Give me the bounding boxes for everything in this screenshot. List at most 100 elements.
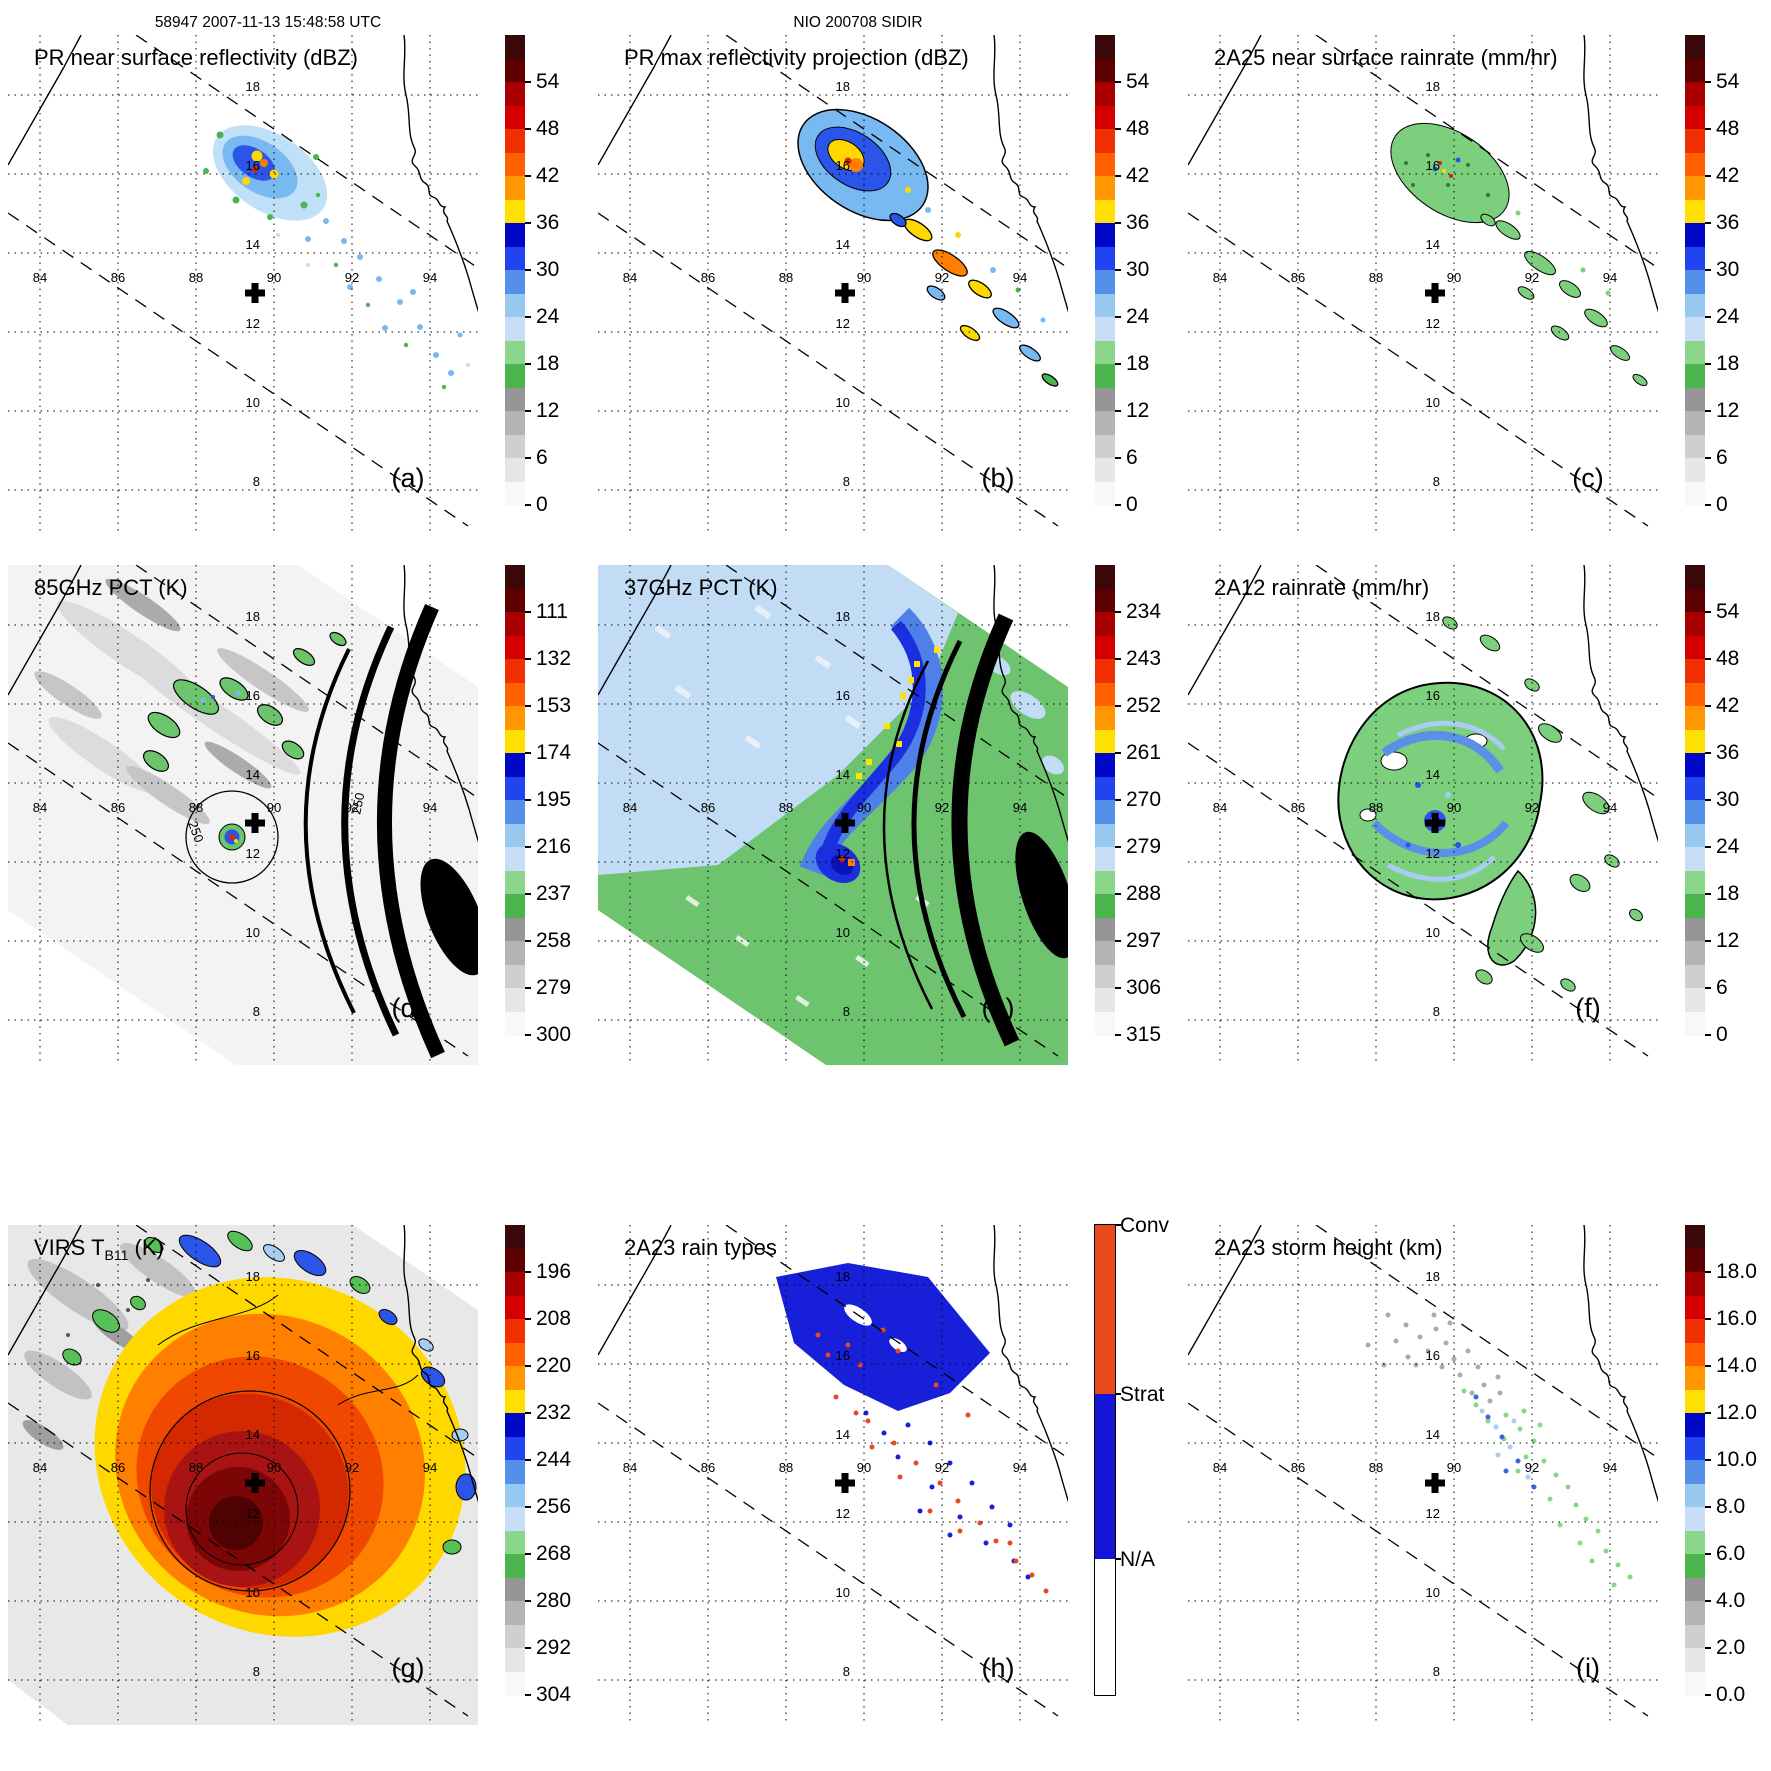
lat-tick-label: 14 [836, 767, 850, 782]
colorbar-tick-label: 270 [1126, 788, 1162, 811]
storm-center-marker [245, 283, 265, 303]
lon-tick-label: 92 [935, 1460, 949, 1475]
colorbar-tick-label: 42 [1716, 164, 1740, 187]
panel-h: 84 86 88 90 92 94 18 16 14 12 10 8 2A23 rain types (h… [598, 1214, 1178, 1730]
lon-tick-label: 88 [779, 1460, 793, 1475]
colorbar-segment [1095, 706, 1115, 731]
coastline-delta [403, 1225, 478, 1503]
lat-tick-label: 12 [1426, 846, 1440, 861]
colorbar-segment [505, 199, 525, 224]
colorbar-tick-label: 232 [536, 1401, 572, 1424]
colorbar-segment [1685, 82, 1705, 107]
colorbar-segment [505, 635, 525, 660]
lat-tick-label: 10 [246, 1585, 260, 1600]
colorbar-tick-label: 300 [536, 1023, 572, 1046]
colorbar-tick [525, 1459, 531, 1461]
colorbar-segment [505, 1460, 525, 1485]
panel-title: 2A23 storm height (km) [1214, 1235, 1443, 1260]
colorbar-tick [525, 316, 531, 318]
map-overlay: 84 86 88 90 92 94 18 16 14 12 10 8 [1188, 1225, 1658, 1725]
lat-tick-label: 18 [836, 79, 850, 94]
colorbar-segment [1685, 1295, 1705, 1320]
overpass-header: 58947 2007-11-13 15:48:58 UTC [154, 14, 382, 31]
colorbar-segment [505, 1225, 525, 1250]
colorbar-tick [525, 705, 531, 707]
colorbar-tick-label: 0 [1716, 493, 1728, 516]
colorbar-tick [1705, 1034, 1711, 1036]
coastline-delta [403, 35, 478, 313]
swath-edge-line [725, 1225, 1068, 1459]
colorbar-segment [1685, 1272, 1705, 1297]
colorbar-tick-label: 42 [1716, 694, 1740, 717]
colorbar-tick-label: 6 [536, 446, 548, 469]
lat-tick-label: 14 [836, 237, 850, 252]
lon-tick-label: 92 [935, 800, 949, 815]
colorbar-e: 234 243 252 261 270 279 288 297 306 315 [1095, 565, 1161, 1046]
colorbar-tick [1115, 128, 1121, 130]
colorbar-segment [505, 434, 525, 459]
colorbar-tick [1705, 658, 1711, 660]
colorbar-segment [505, 270, 525, 295]
colorbar-segment [505, 458, 525, 483]
lon-tick-label: 94 [1603, 270, 1617, 285]
colorbar-segment [505, 565, 525, 590]
coastline [598, 1225, 672, 1356]
colorbar-segment [1685, 1342, 1705, 1367]
storm-center-marker [1425, 283, 1445, 303]
colorbar-tick [1705, 987, 1711, 989]
colorbar-tick [1115, 269, 1121, 271]
colorbar-segment [1685, 917, 1705, 942]
lon-tick-label: 92 [345, 270, 359, 285]
colorbar-segment [505, 1342, 525, 1367]
colorbar-segment [505, 176, 525, 201]
lon-tick-label: 88 [189, 1460, 203, 1475]
colorbar-tick [1115, 893, 1121, 895]
lon-tick-label: 90 [857, 270, 871, 285]
colorbar-tick-label: 30 [1716, 788, 1740, 811]
colorbar-segment [1685, 682, 1705, 707]
colorbar-tick [1115, 940, 1121, 942]
colorbar-segment [505, 776, 525, 801]
colorbar-tick [1705, 752, 1711, 754]
lon-tick-label: 92 [1525, 800, 1539, 815]
lat-tick-label: 14 [246, 1427, 260, 1442]
storm-center-marker [835, 283, 855, 303]
colorbar-tick-label: 306 [1126, 976, 1162, 999]
colorbar-tick [1115, 1557, 1121, 1560]
lat-tick-label: 8 [1433, 1664, 1440, 1679]
colorbar-tick [1705, 1459, 1711, 1461]
lat-tick-label: 12 [836, 316, 850, 331]
map-e: 84 86 88 90 92 94 18 16 14 12 10 8 37GHz PCT (K) (e) [598, 565, 1068, 1065]
colorbar-segment [1095, 246, 1115, 271]
colorbar-segment [505, 1530, 525, 1555]
map-overlay: 84 86 88 90 92 94 18 16 14 12 10 8 [8, 35, 478, 535]
colorbar-tick [1115, 752, 1121, 754]
colorbar-tick [525, 128, 531, 130]
colorbar-segment [505, 82, 525, 107]
colorbar-segment [1685, 58, 1705, 83]
colorbar-tick [1705, 457, 1711, 459]
colorbar-segment [1685, 481, 1705, 506]
colorbar-segment [505, 1011, 525, 1036]
panel-letter: (h) [982, 1653, 1015, 1683]
colorbar-segment [1095, 1225, 1115, 1395]
lon-tick-label: 88 [189, 800, 203, 815]
lon-tick-label: 94 [423, 800, 437, 815]
swath-edge-line [1315, 565, 1658, 799]
lat-tick-label: 12 [1426, 1506, 1440, 1521]
colorbar-tick [1705, 940, 1711, 942]
colorbar-segment [1685, 1483, 1705, 1508]
colorbar-tick [1115, 611, 1121, 613]
colorbar-tick-label: 24 [1126, 305, 1150, 328]
lon-tick-label: 94 [423, 270, 437, 285]
storm-center-marker [1425, 1473, 1445, 1493]
colorbar-tick [525, 1600, 531, 1602]
colorbar-segment [505, 152, 525, 177]
colorbar-tick [525, 1553, 531, 1555]
colorbar-segment [1095, 1394, 1115, 1559]
colorbar-segment [505, 1272, 525, 1297]
colorbar-tick [1115, 1393, 1121, 1396]
map-overlay: 84 86 88 90 92 94 18 16 14 12 10 8 [1188, 35, 1658, 535]
colorbar-segment [505, 35, 525, 60]
colorbar-tick-label: 30 [1126, 258, 1150, 281]
